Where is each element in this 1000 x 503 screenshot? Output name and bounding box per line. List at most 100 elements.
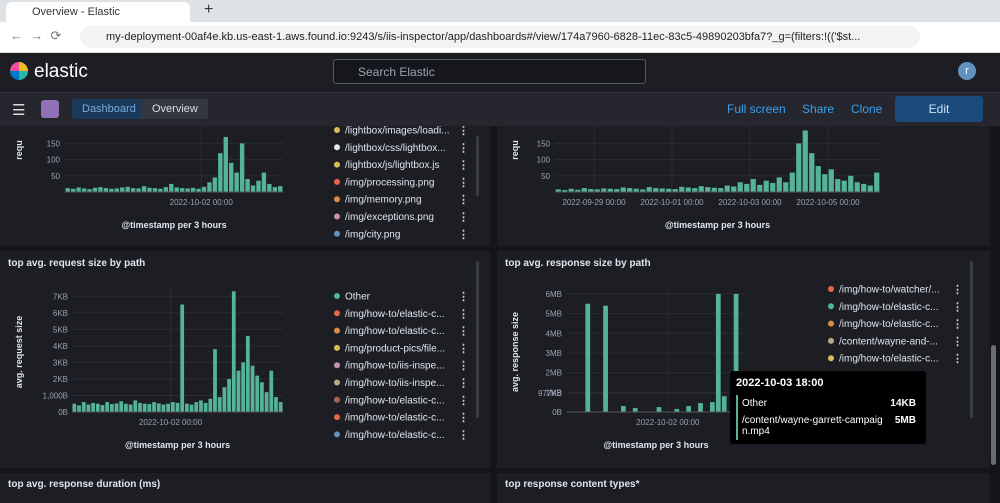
logo[interactable]: elastic: [34, 61, 88, 82]
space-badge[interactable]: [41, 100, 59, 118]
bar: [581, 188, 587, 192]
bar: [87, 189, 92, 192]
legend-menu: ⋮: [952, 284, 963, 296]
bar: [835, 179, 841, 192]
x-axis-title: @timestamp per 3 hours: [665, 220, 770, 230]
x-axis-title: @timestamp per 3 hours: [125, 440, 230, 450]
page-scrollbar: [991, 345, 996, 465]
bar: [109, 404, 114, 412]
bar: [207, 182, 212, 192]
avatar[interactable]: r: [958, 62, 976, 80]
panel-content: 50 100 150 2022-10-02 00:00 @timestamp per 3…: [14, 126, 479, 241]
x-tick-label: 2022-10-02 00:00: [636, 418, 700, 427]
legend-label: /lightbox/images/loadi...: [345, 126, 450, 137]
bar: [241, 362, 246, 412]
bar: [620, 187, 626, 192]
legend-label: /img/product-pics/file...: [345, 343, 445, 354]
bar: [737, 182, 743, 192]
nav-buttons[interactable]: ← → ⟳: [10, 28, 62, 43]
y-axis-title: avg. request size: [14, 316, 24, 389]
legend-label: /img/how-to/iis-inspe...: [345, 361, 444, 372]
panel-content: 50 100 150 2022-09-29 00:00 2022-10-01 00:00…: [510, 126, 880, 230]
y-axis-title: requ: [14, 140, 24, 160]
bar: [158, 188, 163, 192]
bar: [100, 405, 105, 412]
bar: [175, 402, 180, 412]
bar: [180, 304, 185, 412]
bar: [136, 188, 141, 192]
legend-dot: [334, 362, 340, 369]
legend-dot: [828, 320, 834, 327]
legend-label: /img/how-to/watcher/...: [839, 285, 940, 296]
bar: [114, 188, 119, 192]
kibana-header: elastic Search Elastic r: [0, 53, 1000, 93]
bar: [733, 293, 739, 412]
new-tab[interactable]: +: [204, 1, 214, 18]
edit-button[interactable]: Edit: [895, 96, 983, 122]
legend-label: /img/how-to/elastic-c...: [345, 395, 444, 406]
y-tick-label: 4KB: [53, 342, 68, 351]
y-tick-label: 100: [47, 156, 61, 165]
menu[interactable]: ☰: [12, 102, 26, 119]
url[interactable]: my-deployment-00af4e.kb.us-east-1.aws.fo…: [80, 26, 920, 48]
bar: [272, 187, 278, 192]
bar: [109, 188, 114, 192]
bar: [255, 375, 260, 412]
y-axis-title: avg. response size: [510, 312, 520, 392]
y-tick-label: 3KB: [53, 358, 68, 367]
bar: [692, 188, 698, 192]
bar: [674, 409, 680, 412]
legend-menu: ⋮: [458, 229, 469, 241]
legend-menu: ⋮: [952, 319, 963, 331]
legend-label: /img/how-to/elastic-c...: [839, 319, 938, 330]
bar: [632, 408, 638, 412]
action[interactable]: Share: [802, 102, 835, 116]
bar: [828, 169, 834, 192]
y-tick-label: 6MB: [546, 290, 562, 299]
bar: [161, 404, 166, 412]
bar: [114, 403, 119, 412]
bar: [86, 404, 91, 412]
bar: [91, 402, 95, 412]
bar: [147, 404, 152, 412]
legend-dot: [334, 327, 340, 334]
y-tick-label: 50: [51, 172, 60, 181]
bar: [269, 370, 274, 412]
legend-label: /img/exceptions.png: [345, 212, 434, 223]
panel: [497, 473, 990, 503]
bar: [227, 378, 231, 412]
bar: [194, 402, 199, 412]
legend-dot: [334, 293, 340, 299]
bar: [575, 189, 581, 192]
bar: [274, 397, 278, 412]
y-tick-label: 1MB: [546, 388, 562, 397]
bar: [156, 403, 161, 412]
toolbar: ☰ Dashboard Overview Full screen Share C…: [0, 93, 1000, 126]
legend-label: /img/how-to/iis-inspe...: [345, 378, 444, 389]
y-tick-label: 0B: [552, 408, 562, 417]
bar: [81, 402, 86, 412]
legend-label: /img/how-to/elastic-c...: [839, 302, 938, 313]
legend-dot: [334, 431, 340, 438]
search[interactable]: Search Elastic: [333, 59, 646, 84]
action[interactable]: Full screen: [727, 102, 786, 116]
action[interactable]: Clone: [851, 102, 883, 116]
legend-menu: ⋮: [952, 353, 963, 365]
bar: [245, 335, 250, 412]
bar: [802, 130, 808, 192]
browser-tab[interactable]: Overview - Elastic: [6, 2, 190, 22]
logo-icon: [10, 62, 28, 80]
bar: [278, 186, 283, 192]
breadcrumb[interactable]: Dashboard: [72, 99, 146, 119]
legend-label: /img/memory.png: [345, 195, 422, 206]
bar: [264, 392, 269, 412]
legend-label: /content/wayne-and-...: [839, 336, 938, 347]
bar: [124, 403, 128, 412]
address-bar: ← → ⟳ my-deployment-00af4e.kb.us-east-1.…: [0, 22, 1000, 53]
legend-dot: [334, 213, 340, 220]
bar: [796, 143, 802, 192]
legend-label: /img/how-to/elastic-c...: [345, 309, 444, 320]
panel: [497, 126, 990, 246]
